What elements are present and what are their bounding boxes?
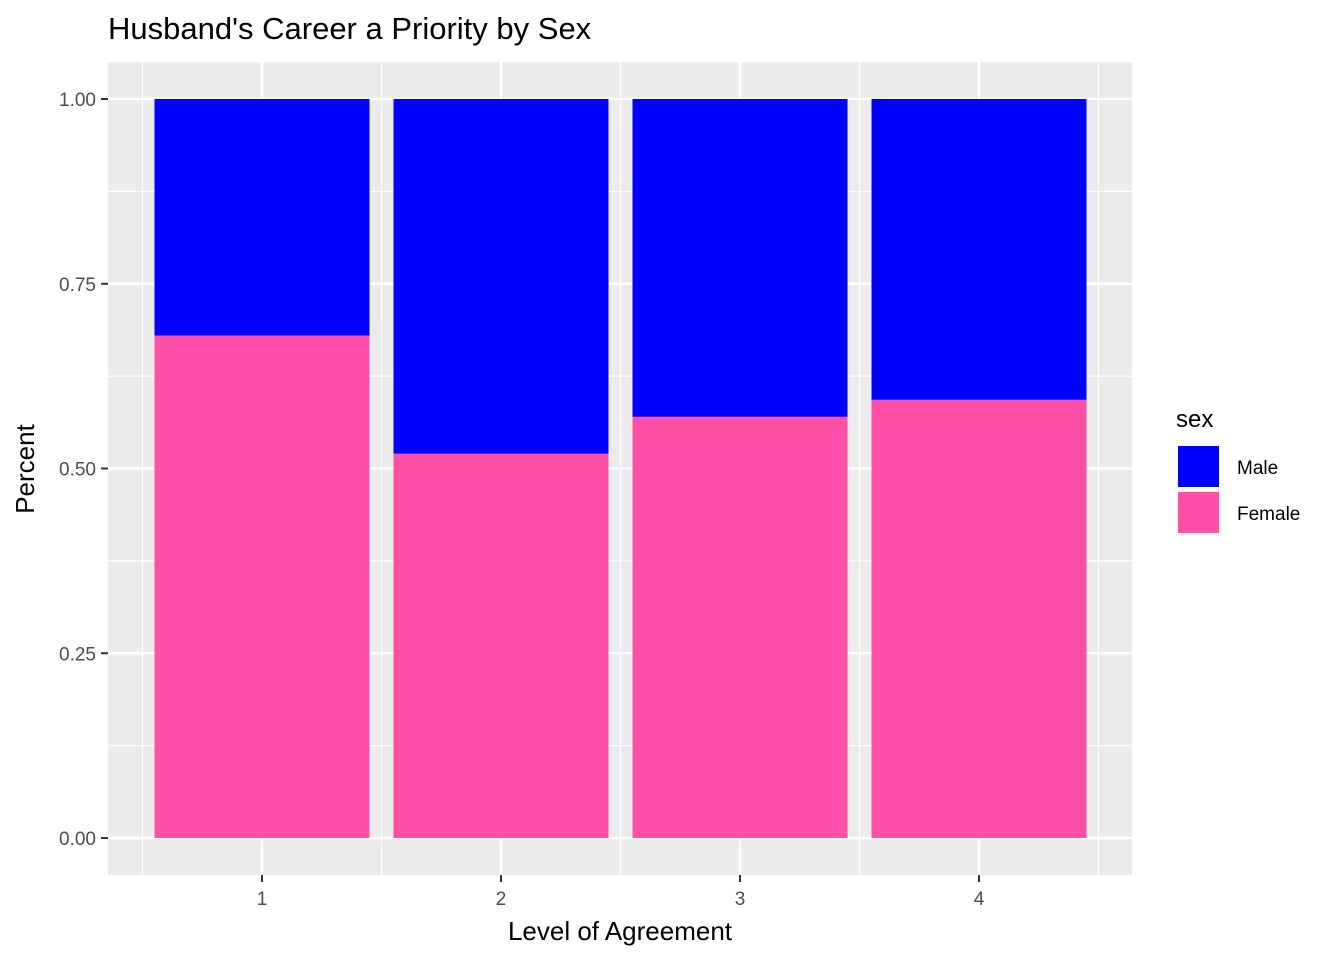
legend-label-female: Female <box>1237 504 1300 525</box>
y-tick-label: 0.25 <box>59 644 96 665</box>
x-tick-label: 4 <box>974 889 985 910</box>
y-tick-label: 0.00 <box>59 829 96 850</box>
bar-male-1 <box>154 99 370 336</box>
bar-female-3 <box>632 416 848 838</box>
legend-items: Male Female <box>1176 444 1300 535</box>
bar-female-4 <box>871 399 1087 838</box>
bar-female-2 <box>393 453 609 838</box>
y-tick-label: 1.00 <box>59 90 96 111</box>
bar-male-2 <box>393 99 609 454</box>
legend-key-male <box>1176 444 1221 489</box>
legend-title: sex <box>1176 406 1213 433</box>
bars <box>154 99 1087 838</box>
x-axis: 1 2 3 4 <box>257 875 985 910</box>
bar-male-4 <box>871 99 1087 400</box>
y-axis: 0.00 0.25 0.50 0.75 1.00 <box>59 90 108 850</box>
legend-label-male: Male <box>1237 458 1278 479</box>
y-tick-label: 0.50 <box>59 460 96 481</box>
bar-female-1 <box>154 335 370 838</box>
x-tick-label: 1 <box>257 889 268 910</box>
legend-key-female <box>1176 490 1221 535</box>
bar-male-3 <box>632 99 848 417</box>
y-axis-title: Percent <box>10 423 40 513</box>
x-axis-title: Level of Agreement <box>508 916 733 946</box>
x-tick-label: 3 <box>735 889 746 910</box>
chart-title: Husband's Career a Priority by Sex <box>108 11 592 46</box>
y-tick-label: 0.75 <box>59 275 96 296</box>
legend: sex Male Female <box>1176 406 1300 535</box>
x-tick-label: 2 <box>496 889 507 910</box>
